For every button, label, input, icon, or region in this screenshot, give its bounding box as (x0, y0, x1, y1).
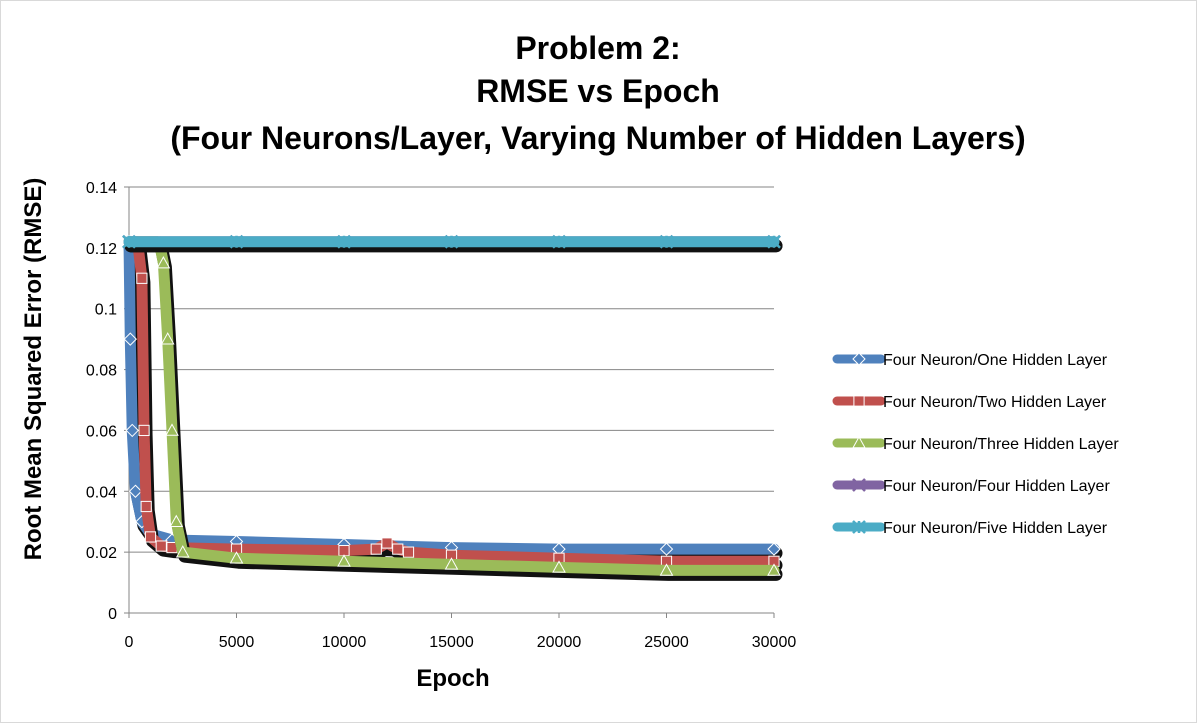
series-point-four-neuron-five-hidden-layer-4 (552, 234, 566, 249)
series-point-four-neuron-five-hidden-layer-6 (767, 234, 781, 249)
y-tick-label-3: 0.06 (86, 423, 117, 440)
series-shadow-four-neuron-one-hidden-layer (124, 239, 783, 560)
y-tick-label-6: 0.12 (86, 241, 117, 258)
series-point-four-neuron-five-hidden-layer-5 (659, 234, 674, 249)
series-lines (122, 234, 783, 581)
series-point-four-neuron-two-hidden-layer-2 (136, 272, 148, 284)
series-point-four-neuron-three-hidden-layer-7 (229, 551, 244, 564)
series-point-four-neuron-three-hidden-layer-9 (444, 557, 459, 570)
series-point-four-neuron-one-hidden-layer-12 (767, 542, 781, 556)
series-line-four-neuron-one-hidden-layer (123, 236, 780, 555)
series-four-neuron-five-hidden-layer (122, 234, 783, 253)
y-tick-label-5: 0.1 (95, 302, 117, 319)
legend-item-four-neuron-one-hidden-layer: Four Neuron/One Hidden Layer (832, 352, 1108, 369)
series-point-four-neuron-three-hidden-layer-11 (659, 563, 674, 576)
legend-item-four-neuron-two-hidden-layer: Four Neuron/Two Hidden Layer (832, 394, 1107, 411)
series-point-four-neuron-five-hidden-layer-3 (444, 234, 459, 249)
series-four-neuron-one-hidden-layer (122, 235, 783, 560)
series-point-four-neuron-three-hidden-layer-6 (175, 545, 190, 558)
series-point-four-neuron-three-hidden-layer-5 (169, 514, 184, 528)
y-tick-label-2: 0.04 (86, 484, 117, 501)
series-point-four-neuron-two-hidden-layer-12 (392, 543, 404, 555)
series-point-four-neuron-three-hidden-layer-4 (165, 423, 179, 436)
series-line-four-neuron-three-hidden-layer (123, 236, 780, 576)
x-tick-label-6: 30000 (752, 634, 797, 651)
series-point-four-neuron-five-hidden-layer-2 (337, 234, 351, 249)
series-point-four-neuron-three-hidden-layer-10 (552, 560, 566, 573)
legend-marker-four-neuron-five-hidden-layer (852, 520, 866, 534)
chart-title-line-1: Problem 2: (515, 30, 680, 66)
series-point-four-neuron-two-hidden-layer-9 (338, 545, 350, 557)
series-four-neuron-two-hidden-layer (123, 236, 783, 572)
legend-item-four-neuron-three-hidden-layer: Four Neuron/Three Hidden Layer (832, 435, 1119, 453)
x-tick-label-3: 15000 (429, 634, 474, 651)
legend: Four Neuron/One Hidden Layer Four Neuron/… (832, 352, 1119, 537)
series-point-four-neuron-one-hidden-layer-1 (123, 332, 137, 346)
series-point-four-neuron-two-hidden-layer-10 (370, 543, 382, 555)
series-point-four-neuron-five-hidden-layer-0 (122, 234, 136, 249)
series-shadow-four-neuron-two-hidden-layer (124, 239, 783, 572)
y-tick-label-0: 0 (108, 606, 117, 623)
legend-item-four-neuron-four-hidden-layer: Four Neuron/Four Hidden Layer (832, 478, 1110, 495)
series-point-four-neuron-five-hidden-layer-1 (229, 234, 244, 249)
legend-marker-four-neuron-one-hidden-layer (852, 352, 866, 366)
series-point-four-neuron-three-hidden-layer-12 (767, 563, 781, 576)
x-axis-title: Epoch (416, 665, 489, 692)
legend-label-four-neuron-two-hidden-layer: Four Neuron/Two Hidden Layer (883, 394, 1107, 411)
x-tick-label-2: 10000 (322, 634, 367, 651)
chart-title-line-3: (Four Neurons/Layer, Varying Number of H… (170, 120, 1025, 156)
x-tick-labels: 0 5000 10000 15000 20000 25000 30000 (125, 613, 797, 651)
chart-title-line-2: RMSE vs Epoch (476, 73, 720, 109)
series-point-four-neuron-three-hidden-layer-3 (160, 332, 175, 345)
legend-marker-four-neuron-three-hidden-layer (852, 435, 866, 449)
x-tick-label-0: 0 (125, 634, 134, 651)
x-tick-label-5: 25000 (644, 634, 689, 651)
legend-label-four-neuron-four-hidden-layer: Four Neuron/Four Hidden Layer (883, 478, 1110, 495)
series-point-four-neuron-two-hidden-layer-5 (144, 531, 157, 543)
x-tick-label-1: 5000 (219, 634, 255, 651)
series-point-four-neuron-two-hidden-layer-3 (138, 424, 150, 437)
series-point-four-neuron-three-hidden-layer-2 (156, 256, 171, 269)
series-point-four-neuron-one-hidden-layer-2 (125, 423, 139, 438)
series-point-four-neuron-two-hidden-layer-13 (402, 546, 415, 558)
legend-marker-four-neuron-four-hidden-layer (852, 478, 866, 492)
y-axis-title: Root Mean Squared Error (RMSE) (20, 178, 47, 561)
series-point-four-neuron-two-hidden-layer-6 (155, 540, 167, 552)
series-point-four-neuron-three-hidden-layer-8 (337, 554, 351, 567)
series-line-four-neuron-two-hidden-layer (123, 236, 780, 567)
series-point-four-neuron-one-hidden-layer-3 (128, 484, 143, 498)
series-point-four-neuron-two-hidden-layer-11 (381, 537, 393, 549)
series-shadow-four-neuron-three-hidden-layer (124, 239, 783, 581)
legend-marker-four-neuron-two-hidden-layer (853, 395, 865, 407)
legend-label-four-neuron-five-hidden-layer: Four Neuron/Five Hidden Layer (883, 520, 1108, 537)
legend-label-four-neuron-three-hidden-layer: Four Neuron/Three Hidden Layer (883, 436, 1119, 453)
legend-item-four-neuron-five-hidden-layer: Four Neuron/Five Hidden Layer (832, 520, 1108, 537)
y-tick-label-7: 0.14 (86, 180, 117, 197)
x-tick-label-4: 20000 (537, 634, 582, 651)
series-point-four-neuron-two-hidden-layer-4 (140, 500, 152, 513)
y-tick-label-1: 0.02 (86, 545, 117, 562)
series-four-neuron-three-hidden-layer (122, 234, 783, 581)
series-point-four-neuron-one-hidden-layer-11 (659, 542, 674, 556)
chart-title: Problem 2: RMSE vs Epoch (Four Neurons/L… (170, 30, 1025, 156)
y-tick-label-4: 0.08 (86, 363, 117, 380)
legend-label-four-neuron-one-hidden-layer: Four Neuron/One Hidden Layer (883, 352, 1108, 369)
